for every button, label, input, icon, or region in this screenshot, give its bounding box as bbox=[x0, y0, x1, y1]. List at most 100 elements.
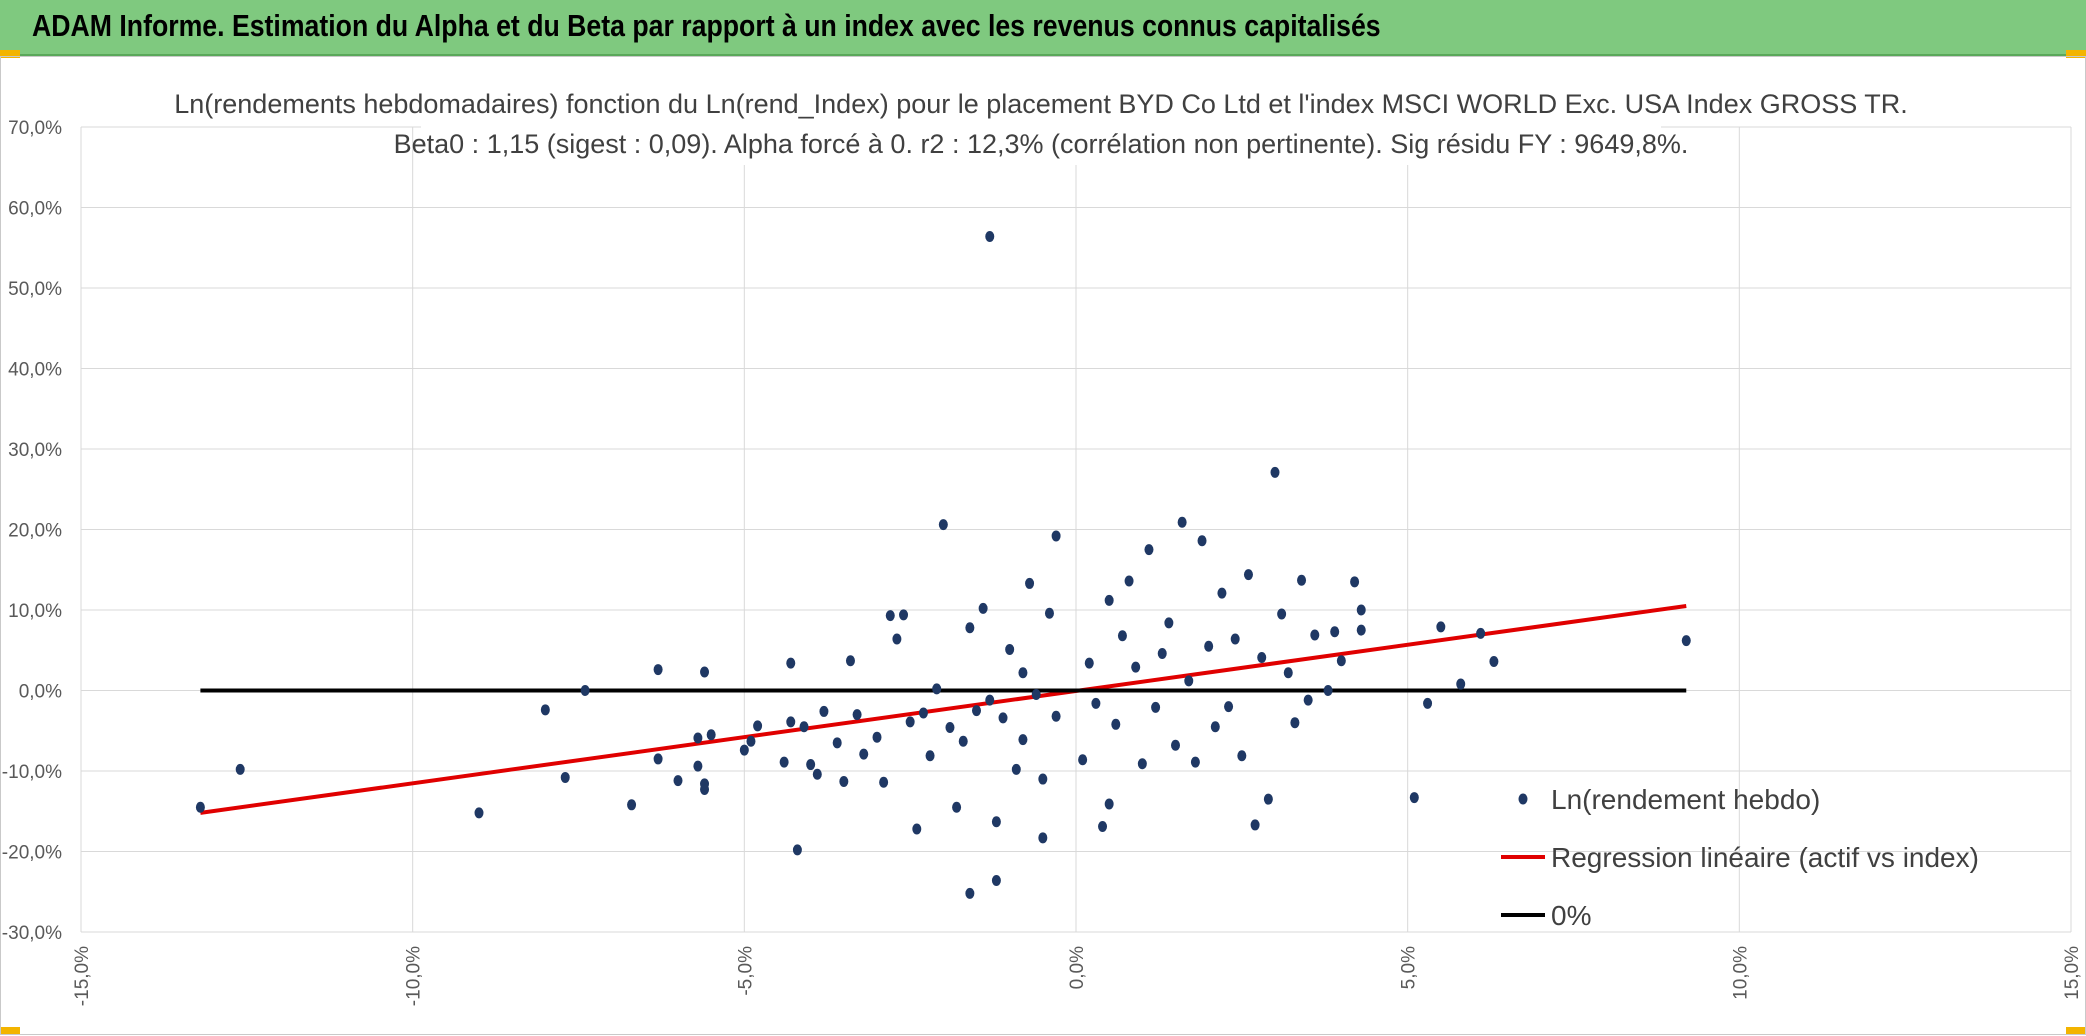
page-title: ADAM Informe. Estimation du Alpha et du … bbox=[32, 8, 1381, 43]
data-point bbox=[1078, 754, 1088, 766]
data-point bbox=[859, 748, 869, 760]
x-tick-label: -15,0% bbox=[72, 946, 93, 1006]
data-point bbox=[673, 775, 683, 787]
data-point bbox=[1310, 629, 1320, 641]
data-point bbox=[1137, 758, 1147, 770]
data-point bbox=[1084, 657, 1094, 669]
data-point bbox=[792, 844, 802, 856]
data-point bbox=[978, 602, 988, 614]
data-point bbox=[1237, 750, 1247, 762]
data-point bbox=[1323, 685, 1333, 696]
data-point bbox=[1436, 621, 1446, 633]
data-point bbox=[1018, 734, 1028, 746]
data-point bbox=[1303, 694, 1313, 706]
data-point bbox=[1489, 656, 1499, 668]
legend-label: Regression linéaire (actif vs index) bbox=[1551, 842, 1979, 873]
data-point bbox=[779, 756, 789, 768]
corner-marker-top-left bbox=[0, 50, 20, 58]
legend-marker-points bbox=[1518, 793, 1528, 805]
data-point bbox=[885, 610, 895, 622]
data-point bbox=[1204, 640, 1214, 652]
data-point bbox=[1243, 569, 1253, 581]
subtitle-background bbox=[421, 125, 1661, 165]
data-point bbox=[925, 750, 935, 762]
data-point bbox=[1005, 643, 1015, 655]
data-point bbox=[653, 753, 663, 765]
data-point bbox=[753, 720, 763, 732]
data-point bbox=[912, 823, 922, 835]
data-point bbox=[1423, 697, 1433, 709]
data-point bbox=[1171, 739, 1180, 751]
data-point bbox=[1224, 701, 1234, 713]
x-tick-label: 5,0% bbox=[1399, 946, 1420, 989]
data-point bbox=[799, 721, 809, 733]
data-point bbox=[812, 768, 822, 780]
scatter-chart: 70,0% 60,0% 50,0% 40,0% 30,0% 20,0% 10,0% 0,0% -… bbox=[2, 85, 2083, 1006]
data-point bbox=[1124, 575, 1134, 587]
data-point bbox=[1230, 633, 1240, 645]
axes: 70,0% 60,0% 50,0% 40,0% 30,0% 20,0% 10,0% 0,0% -… bbox=[2, 118, 2083, 1006]
data-point bbox=[1038, 773, 1048, 785]
data-point bbox=[1098, 821, 1108, 833]
chart-titles: Ln(rendements hebdomadaires) fonction du… bbox=[174, 85, 1908, 165]
data-point bbox=[706, 729, 716, 741]
y-tick-label: 50,0% bbox=[8, 279, 62, 300]
y-tick-label: 40,0% bbox=[8, 360, 62, 381]
data-point bbox=[1011, 763, 1021, 775]
chart-frame: 70,0% 60,0% 50,0% 40,0% 30,0% 20,0% 10,0% 0,0% -… bbox=[0, 56, 2086, 1035]
data-point bbox=[1038, 832, 1048, 844]
series-lines bbox=[200, 603, 1687, 815]
data-point bbox=[693, 732, 703, 744]
data-point bbox=[1144, 544, 1154, 556]
data-point bbox=[845, 655, 855, 667]
data-point bbox=[892, 633, 902, 645]
data-point bbox=[1217, 587, 1227, 599]
data-point bbox=[627, 799, 637, 811]
data-point bbox=[1476, 627, 1486, 639]
data-point bbox=[693, 760, 703, 772]
legend-label: 0% bbox=[1551, 900, 1591, 931]
data-point bbox=[1356, 624, 1366, 636]
data-point bbox=[839, 775, 849, 787]
data-point bbox=[1197, 535, 1207, 547]
data-point bbox=[560, 771, 570, 783]
grid bbox=[80, 126, 2072, 933]
data-point bbox=[235, 763, 245, 775]
data-point bbox=[1263, 793, 1273, 805]
legend: Ln(rendement hebdo) Regression linéaire (… bbox=[1501, 784, 1979, 931]
header-bar: ADAM Informe. Estimation du Alpha et du … bbox=[0, 0, 2086, 56]
y-tick-label: 70,0% bbox=[8, 118, 62, 139]
regression-line bbox=[200, 603, 1687, 815]
data-point bbox=[806, 759, 816, 771]
x-tick-label: -10,0% bbox=[404, 946, 425, 1006]
data-point bbox=[945, 722, 955, 734]
data-point bbox=[1117, 630, 1127, 642]
x-tick-label: -5,0% bbox=[735, 946, 756, 996]
data-point bbox=[1297, 574, 1307, 586]
x-tick-label: 15,0% bbox=[2062, 946, 2083, 1000]
data-point bbox=[540, 704, 550, 716]
data-point bbox=[1018, 667, 1028, 679]
data-point bbox=[1210, 721, 1220, 733]
chart-subtitle: Beta0 : 1,15 (sigest : 0,09). Alpha forc… bbox=[394, 129, 1689, 159]
data-point bbox=[879, 776, 889, 788]
data-point bbox=[872, 731, 882, 743]
data-point bbox=[1336, 655, 1346, 667]
data-point bbox=[1250, 819, 1260, 831]
y-tick-label: 60,0% bbox=[8, 199, 62, 220]
data-point bbox=[1283, 667, 1293, 679]
data-point bbox=[1356, 604, 1366, 616]
data-point bbox=[1184, 675, 1194, 687]
data-point bbox=[746, 735, 756, 747]
data-point bbox=[1290, 717, 1300, 729]
data-point bbox=[1350, 576, 1360, 588]
data-point bbox=[1177, 516, 1187, 528]
data-point bbox=[991, 816, 1001, 828]
data-point bbox=[965, 622, 975, 634]
data-point bbox=[1044, 607, 1054, 619]
data-point bbox=[739, 744, 749, 756]
data-point bbox=[985, 230, 995, 242]
data-point bbox=[1190, 756, 1200, 768]
data-point bbox=[965, 887, 975, 899]
data-point bbox=[972, 705, 981, 717]
